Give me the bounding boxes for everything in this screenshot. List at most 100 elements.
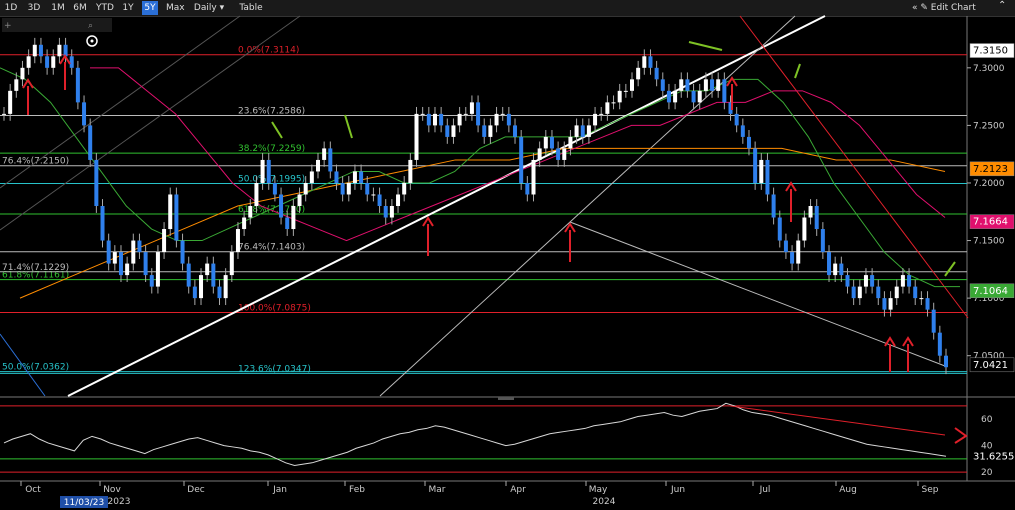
candle-body (426, 113, 431, 126)
candle-body (506, 113, 511, 126)
candle-body (851, 286, 856, 299)
channel-line-upper (0, 15, 241, 189)
price-badge-label: 7.2123 (973, 164, 1008, 175)
candle-body (309, 171, 314, 183)
candle-body (870, 275, 875, 287)
candle-body (297, 194, 302, 206)
table-button[interactable]: Table (239, 3, 263, 13)
year-label: 2024 (593, 497, 616, 507)
candle-body (352, 171, 357, 183)
candle-body (488, 125, 493, 137)
month-label: Jul (759, 485, 771, 495)
candle-body (174, 194, 179, 241)
candle-body (728, 102, 733, 114)
candle-body (26, 56, 31, 68)
candle-body (666, 90, 671, 103)
target-icon[interactable] (86, 35, 98, 47)
month-label: Jan (272, 485, 287, 495)
candle-body (180, 240, 185, 264)
candle-body (162, 229, 167, 253)
candle-body (746, 136, 751, 149)
candle-body (414, 113, 419, 160)
candle-body (20, 67, 25, 80)
range-button-6m[interactable]: 6M (73, 3, 87, 13)
candle-body (248, 206, 253, 218)
range-button-max[interactable]: Max (166, 3, 185, 13)
candle-body (432, 113, 437, 126)
price-badge (969, 161, 1015, 177)
candle-body (556, 148, 561, 160)
candle-body (217, 286, 222, 299)
candle-body (235, 229, 240, 253)
range-button-1m[interactable]: 1M (51, 3, 65, 13)
candle-body (69, 56, 74, 68)
crosshair-icon[interactable]: + (4, 21, 12, 31)
candle-body (827, 252, 832, 276)
candle-body (365, 182, 370, 195)
osc-tick-label: 40 (981, 442, 993, 452)
panel-resize-handle[interactable] (498, 397, 514, 400)
candle-body (340, 182, 345, 195)
price-tick-label: 7.0500 (973, 352, 1005, 362)
range-button-ytd[interactable]: YTD (96, 3, 114, 13)
price-badge (969, 43, 1015, 58)
interval-dropdown[interactable]: Daily ▾ (191, 1, 227, 15)
green-arrow-icon (944, 261, 956, 277)
year-label: 2023 (108, 497, 131, 507)
candle-body (279, 194, 284, 218)
month-label: Mar (429, 485, 446, 495)
candle-body (463, 113, 468, 115)
fib-level-label: 61.8%(7.1161) (2, 271, 69, 281)
chart-toolbar: 1D 3D 1M 6M YTD 1Y 5Y Max Daily ▾ Table « ✎ Edi… (0, 0, 1015, 17)
range-button-3d[interactable]: 3D (27, 3, 41, 13)
candle-body (888, 298, 893, 310)
red-arrow-head (564, 222, 576, 233)
candle-body (642, 56, 647, 68)
range-button-1y[interactable]: 1Y (122, 3, 134, 13)
candle-body (260, 159, 265, 183)
candle-body (100, 206, 105, 241)
price-badge-label: 7.3150 (973, 46, 1008, 57)
price-badge-label: 7.0421 (973, 360, 1008, 371)
fib-level-label: 50.0%(7.1995) (238, 175, 305, 185)
candle-body (710, 79, 715, 91)
candle-body (211, 263, 216, 287)
ma-green-line (0, 67, 960, 288)
month-label: Dec (187, 485, 204, 495)
price-badge-label: 7.1664 (973, 217, 1008, 228)
fib-level-label: 100.0%(7.0875) (238, 304, 311, 314)
cursor-date-label: 11/03/23 (64, 498, 104, 508)
candle-body (876, 286, 881, 299)
month-label: Jun (670, 485, 685, 495)
candle-body (630, 79, 634, 91)
candle-body (229, 252, 234, 276)
candle-body (543, 136, 548, 149)
candle-body (857, 286, 862, 299)
candle-body (623, 90, 628, 92)
range-button-5y[interactable]: 5Y (142, 1, 158, 15)
candle-body (57, 44, 62, 57)
candle-body (839, 263, 844, 276)
candle-body (734, 113, 739, 126)
search-icon[interactable]: ⌕ (88, 21, 93, 31)
candle-body (106, 240, 111, 264)
month-label: May (589, 485, 608, 495)
candle-body (371, 194, 376, 196)
range-button-1d[interactable]: 1D (4, 3, 18, 13)
target-dot-icon (90, 39, 94, 43)
candle-body (223, 275, 228, 299)
candle-body (605, 102, 610, 114)
collapse-icon[interactable]: ⌃ (998, 0, 1007, 11)
candle-body (322, 148, 327, 160)
candle-body (82, 102, 87, 126)
price-badges: 7.3150 7.2123 7.1664 7.1064 7.0421 31.6255 (969, 43, 1015, 464)
green-arrow-icon (688, 41, 723, 51)
fib-anchor-line (569, 221, 946, 367)
osc-line (3, 402, 947, 466)
candle-body (549, 136, 554, 149)
price-tick-label: 7.2000 (973, 179, 1005, 189)
price-badge (969, 357, 1015, 373)
edit-chart-button[interactable]: « ✎ Edit Chart (912, 3, 976, 13)
candle-body (94, 159, 99, 206)
